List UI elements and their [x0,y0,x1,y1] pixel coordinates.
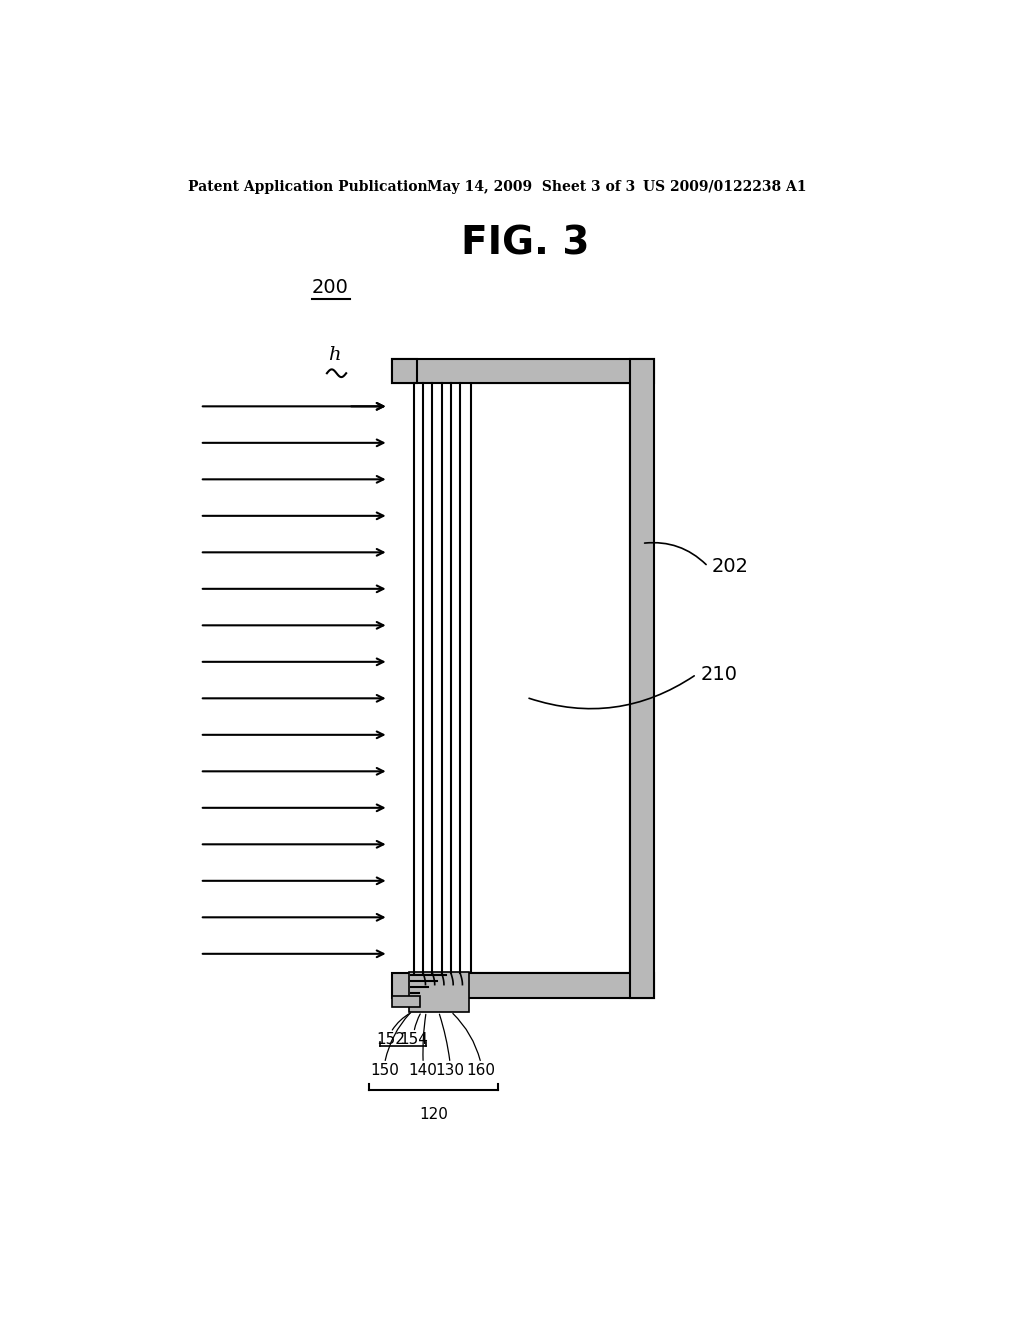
Text: US 2009/0122238 A1: US 2009/0122238 A1 [643,180,806,194]
Text: 152: 152 [377,1032,406,1047]
Text: 160: 160 [466,1063,496,1078]
Text: 202: 202 [712,557,749,576]
Text: Patent Application Publication: Patent Application Publication [188,180,428,194]
Text: 210: 210 [700,665,737,684]
Text: 154: 154 [399,1032,428,1047]
Text: 150: 150 [371,1063,399,1078]
Bar [392,359,417,383]
Text: 140: 140 [409,1063,437,1078]
Bar [392,359,654,383]
Text: 130: 130 [435,1063,465,1078]
Bar [630,359,654,998]
Text: May 14, 2009  Sheet 3 of 3: May 14, 2009 Sheet 3 of 3 [427,180,635,194]
Text: h: h [329,346,341,364]
Text: FIG. 3: FIG. 3 [461,224,589,263]
Text: 200: 200 [311,279,348,297]
Bar [392,997,420,1007]
Text: 120: 120 [419,1107,447,1122]
Bar [471,383,630,973]
Bar [392,973,654,998]
Bar [410,972,469,1011]
